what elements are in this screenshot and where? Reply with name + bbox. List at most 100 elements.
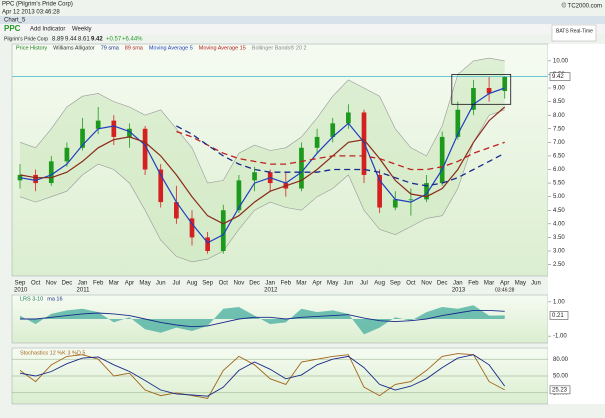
x-tick-label: Jun	[344, 281, 354, 287]
candle-body	[377, 174, 382, 208]
x-tick-label: Oct	[219, 281, 229, 287]
candle-body	[48, 161, 54, 184]
stoch-d-line	[19, 354, 506, 397]
current-box	[549, 385, 571, 395]
feed-box	[551, 24, 597, 42]
candle-body	[502, 76, 508, 92]
last-price-label: 9.42	[552, 74, 564, 80]
x-tick-label: Jul	[173, 281, 181, 287]
candle-body	[95, 120, 101, 129]
last-price-box	[549, 72, 571, 81]
feed: BATS Real-Time	[556, 28, 593, 34]
candle-body	[205, 237, 210, 251]
quote-open: 8.89	[52, 37, 64, 43]
candle-body	[346, 112, 351, 124]
candle-body	[189, 218, 195, 238]
y-tick-label: 6.50	[553, 154, 565, 160]
legend-entry: 89 sma	[125, 45, 144, 51]
candle-body	[471, 88, 476, 110]
x-tick-label: Oct	[406, 281, 416, 287]
x-tick-label: Dec	[62, 281, 73, 287]
candle-body	[314, 136, 320, 148]
x-tick-label: Apr	[312, 281, 321, 287]
current-box	[549, 311, 569, 320]
x-tick-label: Feb	[468, 281, 479, 287]
y-tick-label: 4.50	[553, 208, 565, 214]
y-tick-label: 10.00	[553, 58, 569, 64]
quote-name: Pilgrim's Pride Corp	[4, 36, 48, 42]
y-tick-label: 7.50	[553, 126, 565, 132]
legend-entry: Price History	[16, 45, 47, 51]
x-tick-label: Jan	[453, 281, 463, 287]
bollinger-lower	[19, 109, 505, 263]
x-tick-label: Apr	[125, 281, 134, 287]
tab[interactable]: Chart_5	[4, 18, 26, 24]
pane-title: LRS 3-10	[20, 296, 43, 302]
toolbar	[0, 24, 605, 34]
y-tick-label: 8.50	[553, 99, 565, 105]
candle-body	[33, 174, 38, 184]
candle-body	[252, 172, 257, 181]
ma-line	[19, 87, 505, 244]
window-title: PPC (Pilgrim's Pride Corp)	[2, 2, 73, 8]
candle-body	[220, 210, 226, 251]
candle-body	[158, 169, 164, 203]
legend-entry: Williams Alligator	[53, 45, 95, 51]
y-tick-label: 1.00	[553, 299, 565, 305]
x-tick-label: Mar	[484, 281, 494, 287]
x-tick-label: Aug	[187, 281, 198, 287]
x-tick-label: Feb	[281, 281, 292, 287]
legend-entry: 79 sma	[101, 45, 120, 51]
x-tick-label: Mar	[296, 281, 306, 287]
candle-body	[236, 180, 242, 211]
legend-entry: Bollinger Bands® 20 2	[252, 44, 307, 51]
x-tick-label: Jun	[531, 281, 541, 287]
candle-body	[486, 88, 492, 94]
x-tick-label: Dec	[249, 281, 260, 287]
y-tick-label: 2.50	[553, 262, 565, 268]
add-indicator[interactable]: Add Indicator	[30, 27, 65, 33]
time-label: 03:46:28	[495, 287, 515, 293]
stoch-k-line	[19, 353, 505, 399]
y-tick-label: -1.00	[553, 334, 567, 340]
current-label: 0.21	[552, 313, 564, 319]
x-tick-label: Sep	[202, 281, 213, 287]
bollinger-fill	[20, 58, 505, 262]
x-tick-label: Jan	[78, 281, 88, 287]
candle-body	[299, 147, 304, 189]
x-tick-label: Feb	[93, 281, 104, 287]
y-tick-label: 8.00	[553, 113, 565, 119]
y-tick-label: 3.00	[553, 249, 565, 255]
sma-line	[176, 130, 505, 171]
x-tick-label: Aug	[374, 281, 385, 287]
y-tick-label: 9.00	[553, 86, 565, 92]
quote-low: 8.61	[78, 37, 90, 43]
timestamp: Apr 12 2013 03:46:28	[2, 10, 60, 16]
lrs-ma-line	[20, 309, 505, 328]
symbol[interactable]: PPC	[4, 24, 21, 33]
pane-subtitle: ma 16	[47, 296, 62, 302]
annotation-box	[451, 74, 512, 105]
interval[interactable]: Weekly	[72, 27, 92, 33]
legend-entry: Moving Average 5	[149, 45, 193, 51]
candle-body	[80, 128, 85, 148]
candle-body	[408, 199, 414, 201]
quote-percent: +6.44%	[122, 37, 143, 43]
legend-entry: Moving Average 15	[199, 45, 246, 51]
quote-change: +0.57	[106, 37, 122, 43]
candle-body	[142, 128, 148, 170]
year-label: 2013	[452, 288, 466, 294]
candle-body	[455, 109, 461, 137]
y-tick-label: 7.00	[553, 140, 565, 146]
x-tick-label: Oct	[31, 281, 41, 287]
x-tick-label: Jun	[156, 281, 166, 287]
candle-body	[17, 174, 23, 181]
x-tick-label: Sep	[390, 281, 401, 287]
candle-body	[174, 202, 179, 219]
ma-line	[19, 106, 506, 225]
candle-body	[64, 147, 70, 162]
current-label: 25.23	[552, 387, 568, 393]
x-tick-label: Sep	[15, 281, 26, 287]
candle-body	[424, 183, 429, 200]
